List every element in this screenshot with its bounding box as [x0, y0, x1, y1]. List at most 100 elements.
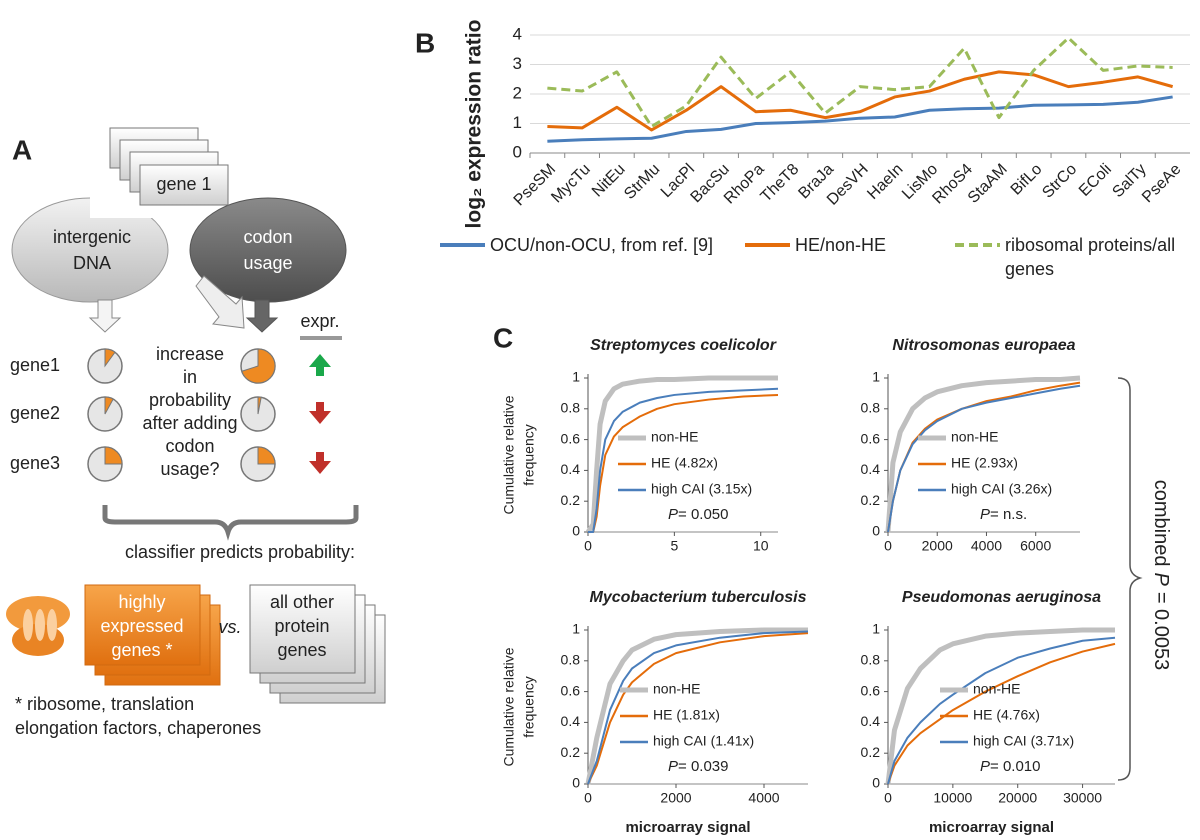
y-tick-label: 0.6	[561, 430, 581, 446]
x-tick-label: StaAM	[965, 161, 1011, 207]
combined-value: = 0.0053	[1150, 592, 1172, 670]
legend-entry: HE/non-HE	[795, 235, 887, 255]
series-line	[887, 636, 1116, 785]
y-tick-label: 0.8	[561, 400, 581, 416]
y-tick-label: 0	[513, 142, 522, 161]
y-tick-label: 0.6	[861, 682, 881, 698]
legend-label: HE (4.76x)	[973, 707, 1040, 723]
x-tick-label: NitEu	[589, 161, 629, 201]
y-tick-label: 0.2	[861, 744, 881, 760]
y-axis-label: log₂ expression ratio	[463, 20, 486, 229]
source-label: intergenic	[53, 227, 131, 247]
box-stack	[84, 584, 201, 666]
diagram-a: gene 1 intergenic DNA codon usage expr. …	[6, 127, 386, 738]
p-text: = n.s.	[990, 506, 1027, 523]
series-line	[588, 393, 779, 533]
x-tick-label: 0	[584, 538, 592, 554]
footnote: elongation factors, chaperones	[15, 718, 261, 738]
box-text: expressed	[100, 616, 183, 636]
expr-header: expr.	[300, 311, 339, 331]
box-stack	[249, 584, 356, 674]
gene-label: gene1	[10, 355, 60, 375]
p-annotation: P= 0.050	[668, 506, 728, 523]
series-line	[587, 630, 809, 785]
down-arrow	[316, 402, 324, 412]
caption: classifier predicts probability:	[125, 542, 355, 562]
x-tick-label: PseSM	[511, 161, 560, 210]
up-arrow	[316, 366, 324, 376]
legend-label: ribosomal proteins/all genes	[1005, 235, 1176, 279]
pie-wedge	[104, 446, 123, 465]
gene-card	[139, 164, 229, 206]
p-annotation: P= 0.039	[668, 758, 728, 775]
y-tick-label: 1	[872, 369, 880, 385]
x-tick-label: 4000	[748, 790, 779, 806]
p-text: = 0.039	[678, 758, 728, 775]
y-tick-label: 0.6	[561, 682, 581, 698]
legend-label: HE (2.93x)	[951, 455, 1018, 471]
x-tick-label: 2000	[922, 538, 953, 554]
legend-label: high CAI (1.41x)	[653, 733, 754, 749]
y-tick-label: 0.2	[861, 492, 881, 508]
arrow	[195, 275, 245, 329]
y-tick-label: 2	[513, 83, 522, 102]
legend-label: HE (4.82x)	[651, 455, 718, 471]
series-line	[585, 375, 778, 534]
down-arrow	[309, 461, 331, 474]
arrow	[245, 299, 279, 333]
x-tick-label: PseAe	[1139, 161, 1184, 206]
y-tick-label: 0	[572, 523, 580, 539]
y-tick-label: 0.8	[861, 652, 881, 668]
bracket	[102, 505, 359, 541]
y-axis-label: frequency	[521, 676, 537, 737]
question-line: increase	[156, 344, 224, 364]
y-axis-label: frequency	[521, 424, 537, 485]
x-tick-label: HaeIn	[864, 161, 906, 203]
box-text: protein	[274, 616, 329, 636]
question-line: usage?	[160, 459, 219, 479]
p-text: = 0.010	[990, 758, 1040, 775]
up-arrow	[309, 354, 331, 367]
chart-title: Mycobacterium tuberculosis	[590, 589, 807, 606]
y-tick-label: 1	[513, 113, 522, 132]
pie-wedge	[257, 396, 262, 415]
legend-label: non-HE	[951, 429, 998, 445]
down-arrow	[316, 452, 324, 462]
legend-label: OCU/non-OCU, from ref. [9]	[490, 235, 714, 255]
pie-wedge	[241, 348, 276, 384]
y-axis-label: Cumulative relative	[501, 647, 517, 766]
x-axis-label: microarray signal	[625, 819, 750, 836]
legend-label: non-HE	[651, 429, 698, 445]
y-tick-label: 0.8	[861, 400, 881, 416]
x-tick-label: RhoPa	[721, 161, 768, 208]
versus: vs.	[218, 617, 241, 637]
x-tick-label: MycTu	[548, 161, 594, 207]
legend-label: HE/non-HE	[795, 235, 887, 255]
box-text: genes	[277, 640, 326, 660]
series-line	[547, 95, 1173, 143]
x-tick-label: BifLo	[1008, 161, 1046, 199]
legend-label: non-HE	[973, 681, 1020, 697]
source-label: codon	[243, 227, 292, 247]
chart-title: Nitrosomonas europaea	[892, 337, 1075, 354]
series-line	[885, 375, 1081, 533]
p-symbol: P	[668, 758, 678, 775]
chart-title: Streptomyces coelicolor	[590, 337, 777, 354]
gene-label: gene3	[10, 453, 60, 473]
legend-entry: ribosomal proteins/all genes	[1005, 235, 1176, 279]
chart-title: Pseudomonas aeruginosa	[902, 589, 1101, 606]
combined-symbol: P	[1150, 572, 1172, 586]
legend-label: high CAI (3.26x)	[951, 481, 1052, 497]
y-tick-label: 1	[572, 621, 580, 637]
footnote: * ribosome, translation	[15, 694, 194, 714]
y-tick-label: 0.4	[561, 461, 581, 477]
series-line	[885, 627, 1115, 785]
y-tick-label: 1	[572, 369, 580, 385]
y-tick-label: 0	[572, 775, 580, 791]
y-tick-label: 0.6	[861, 430, 881, 446]
p-text: = 0.050	[678, 506, 728, 523]
p-annotation: P= 0.010	[980, 758, 1040, 775]
x-tick-label: EColi	[1076, 161, 1115, 200]
source-label: DNA	[73, 253, 111, 273]
series-line	[587, 632, 809, 785]
